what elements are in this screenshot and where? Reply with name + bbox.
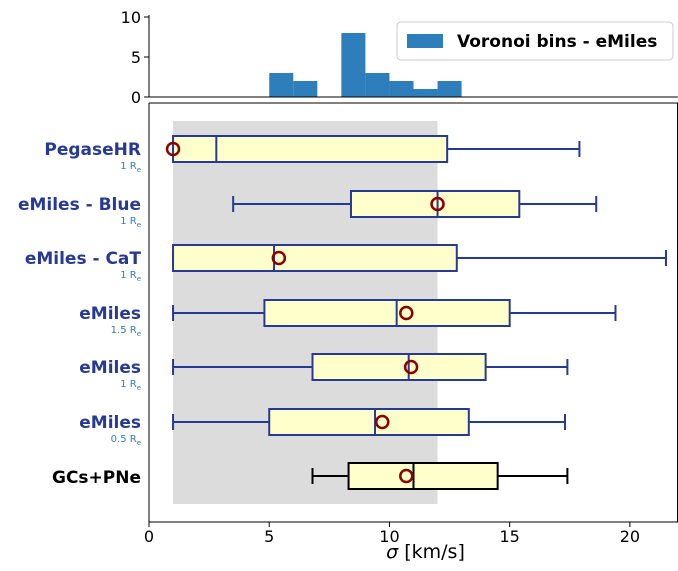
x-tick-label: 20 bbox=[620, 527, 640, 546]
x-axis-label-unit: [km/s] bbox=[404, 541, 465, 563]
boxplot-row bbox=[172, 408, 566, 436]
histogram-y-ticks: 0 5 10 bbox=[121, 8, 149, 107]
histogram-bar bbox=[269, 73, 294, 97]
row-sublabel-text: 1 R bbox=[120, 379, 137, 390]
legend-frame bbox=[396, 21, 674, 61]
boxplot-row bbox=[311, 462, 569, 490]
row-sublabel-text: 1 R bbox=[120, 270, 137, 281]
row-label: eMiles bbox=[79, 358, 141, 378]
histogram-bar bbox=[437, 81, 462, 97]
mean-marker bbox=[399, 468, 414, 484]
row-sublabel: 1.5 Re bbox=[111, 325, 141, 338]
row-sublabel-text: 1.5 R bbox=[111, 325, 137, 336]
box-iqr bbox=[268, 408, 470, 436]
mean-marker bbox=[403, 359, 419, 375]
row-label: eMiles - Blue bbox=[18, 195, 141, 215]
row-sublabel: 1 Re bbox=[120, 270, 141, 283]
box-iqr bbox=[311, 353, 487, 381]
x-tick-label: 0 bbox=[144, 527, 154, 546]
box-iqr bbox=[172, 244, 458, 272]
row-sublabel-subscript: e bbox=[137, 275, 141, 283]
boxplot-row bbox=[172, 299, 617, 327]
boxplot-row bbox=[165, 135, 581, 163]
x-tick-label: 5 bbox=[264, 527, 274, 546]
histogram-bar bbox=[365, 73, 390, 97]
row-label: eMiles - CaT bbox=[25, 249, 142, 269]
row-sublabel-subscript: e bbox=[137, 166, 141, 174]
x-axis-label: σ [km/s] bbox=[386, 541, 465, 563]
histogram-bars bbox=[269, 33, 462, 97]
row-label: GCs+PNe bbox=[52, 468, 141, 488]
row-sublabel: 0.5 Re bbox=[111, 434, 141, 447]
histogram-y-tick-label: 5 bbox=[131, 48, 141, 67]
legend-swatch bbox=[407, 34, 443, 48]
box-iqr bbox=[349, 190, 521, 218]
legend-label: Voronoi bins - eMiles bbox=[457, 32, 657, 52]
row-label: eMiles bbox=[79, 413, 141, 433]
x-tick-label: 10 bbox=[379, 527, 399, 546]
mean-marker bbox=[374, 414, 390, 430]
row-label: eMiles bbox=[79, 304, 141, 324]
histogram-panel: 0 5 10 Voronoi bins - eMiles bbox=[121, 8, 678, 107]
row-sublabel-subscript: e bbox=[137, 439, 141, 447]
histogram-bar bbox=[293, 81, 318, 97]
row-sublabel-subscript: e bbox=[137, 330, 141, 338]
row-sublabel-text: 1 R bbox=[120, 216, 137, 227]
histogram-bar bbox=[413, 89, 438, 97]
boxplot-rows bbox=[165, 135, 667, 490]
box-iqr bbox=[347, 462, 499, 490]
row-sublabel: 1 Re bbox=[120, 216, 141, 229]
boxplot-row bbox=[232, 190, 598, 218]
x-tick-label: 15 bbox=[500, 527, 520, 546]
row-sublabel-subscript: e bbox=[137, 221, 141, 229]
mean-marker bbox=[399, 305, 414, 321]
row-sublabel: 1 Re bbox=[120, 379, 141, 392]
box-iqr bbox=[172, 135, 449, 163]
row-sublabel-text: 0.5 R bbox=[111, 434, 137, 445]
mean-marker bbox=[165, 141, 181, 157]
boxplot-x-ticks: 0 5 10 15 20 bbox=[144, 522, 640, 546]
row-sublabel-text: 1 R bbox=[120, 161, 137, 172]
histogram-y-tick-label: 10 bbox=[121, 8, 141, 27]
box-iqr bbox=[263, 299, 511, 327]
histogram-bar bbox=[341, 33, 366, 97]
boxplot-row bbox=[172, 353, 569, 381]
mean-marker bbox=[271, 250, 287, 266]
x-axis-label-symbol: σ bbox=[386, 541, 399, 563]
histogram-bar bbox=[389, 81, 414, 97]
histogram-legend: Voronoi bins - eMiles bbox=[396, 21, 674, 61]
mean-marker bbox=[430, 196, 445, 212]
row-sublabel: 1 Re bbox=[120, 161, 141, 174]
boxplot-row bbox=[172, 244, 667, 272]
histogram-y-tick-label: 0 bbox=[131, 88, 141, 107]
row-label: PegaseHR bbox=[44, 140, 141, 160]
row-sublabel-subscript: e bbox=[137, 384, 141, 392]
